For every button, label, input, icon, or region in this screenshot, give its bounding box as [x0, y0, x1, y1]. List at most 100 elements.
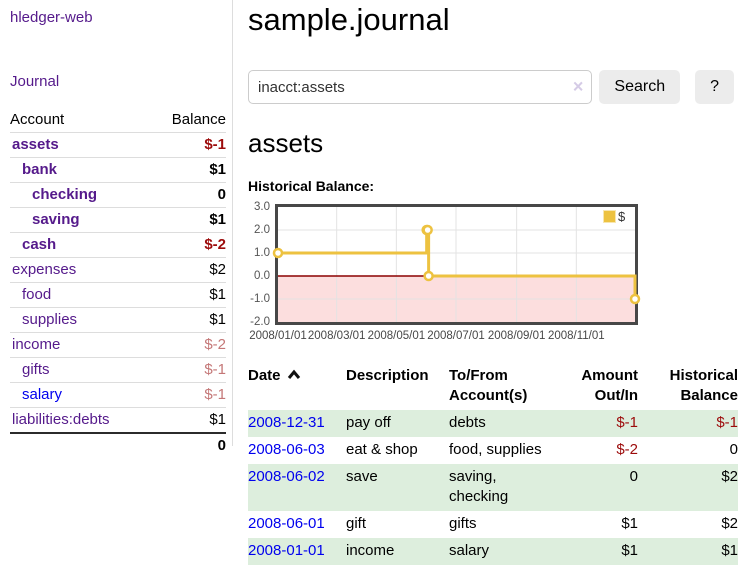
register-row: 2008-06-03 eat & shop food, supplies $-2 0 [248, 437, 738, 464]
account-row: income $-2 [10, 332, 226, 358]
app-title-link[interactable]: hledger-web [10, 9, 93, 26]
register-amount: $-1 [616, 414, 638, 431]
register-date-link[interactable]: 2008-12-31 [248, 414, 325, 431]
account-row: food $1 [10, 282, 226, 308]
register-amount: $1 [621, 515, 638, 532]
register-header-accounts: To/From Account(s) [449, 367, 528, 404]
register-date-link[interactable]: 2008-06-03 [248, 441, 325, 458]
register-balance: $-1 [716, 414, 738, 431]
account-row: saving $1 [10, 207, 226, 233]
sidebar-item-liabilities-debts[interactable]: liabilities:debts [12, 411, 110, 428]
register-date-link[interactable]: 2008-06-02 [248, 468, 325, 485]
search-form: × Search ? [248, 70, 734, 104]
register-header-amount: Amount Out/In [581, 367, 638, 404]
register-header-balance: Historical Balance [669, 367, 738, 404]
sidebar-item-food[interactable]: food [22, 286, 52, 303]
y-axis-tick-label: 0.0 [254, 270, 270, 282]
account-row: supplies $1 [10, 307, 226, 333]
register-date-link[interactable]: 2008-06-01 [248, 515, 325, 532]
legend-label: $ [618, 209, 626, 224]
register-accounts: salary [449, 542, 490, 559]
register-header-description: Description [346, 367, 429, 384]
x-axis-tick-label: 2008/01/01 [249, 330, 307, 342]
data-point-marker [629, 293, 641, 305]
sidebar-item-gifts[interactable]: gifts [22, 361, 50, 378]
register-amount: $1 [621, 542, 638, 559]
account-balance: $-1 [149, 132, 226, 158]
register-description: income [346, 542, 395, 559]
x-axis-tick-label: 2008/07/01 [427, 330, 485, 342]
sidebar-item-income[interactable]: income [12, 336, 61, 353]
page-title: sample.journal [248, 2, 450, 37]
data-point-marker [423, 270, 434, 282]
account-balance: $2 [149, 257, 226, 283]
accounts-header-account: Account [10, 111, 65, 128]
account-row: expenses $2 [10, 257, 226, 283]
chart-plot-area [272, 204, 641, 325]
account-balance: $-1 [149, 382, 226, 408]
register-header-date[interactable]: Date [248, 364, 346, 410]
register-date-link[interactable]: 2008-01-01 [248, 542, 325, 559]
y-axis-tick-label: -2.0 [250, 316, 270, 328]
sort-ascending-icon [287, 369, 300, 379]
sidebar-item-checking[interactable]: checking [32, 186, 98, 203]
register-accounts: gifts [449, 515, 477, 532]
register-amount: $-2 [616, 441, 638, 458]
sidebar-item-saving[interactable]: saving [32, 211, 80, 228]
account-balance: $1 [149, 157, 226, 183]
sidebar-item-journal[interactable]: Journal [10, 73, 60, 90]
register-balance: $1 [721, 542, 738, 559]
account-heading: assets [248, 128, 324, 158]
accounts-header-balance: Balance [171, 111, 226, 128]
account-balance: $-2 [149, 232, 226, 258]
register-row: 2008-12-31 pay off debts $-1 $-1 [248, 410, 738, 437]
data-point-marker [422, 224, 433, 236]
x-axis-tick-label: 2008/03/01 [307, 330, 366, 342]
x-axis-tick-label: 2008/11/01 [547, 330, 605, 342]
account-row: checking 0 [10, 182, 226, 208]
main-content: sample.journal × Search ? assets Histori… [234, 0, 742, 565]
sidebar-item-assets[interactable]: assets [12, 136, 59, 153]
register-row: 2008-01-01 income salary $1 $1 [248, 538, 738, 565]
help-button[interactable]: ? [695, 70, 734, 104]
account-row: cash $-2 [10, 232, 226, 258]
search-button[interactable]: Search [599, 70, 681, 104]
sidebar-item-supplies[interactable]: supplies [22, 311, 78, 328]
sidebar-item-salary[interactable]: salary [22, 386, 63, 403]
clear-search-icon[interactable]: × [572, 76, 584, 97]
account-balance: $1 [149, 407, 226, 433]
register-description: pay off [346, 414, 391, 431]
account-row: assets $-1 [10, 132, 226, 158]
x-axis-tick-label: 2008/05/01 [367, 330, 426, 342]
account-row: salary $-1 [10, 382, 226, 408]
account-balance: 0 [149, 182, 226, 208]
register-table: Date Description To/From Account(s) Amou… [248, 364, 738, 565]
account-balance: $-1 [149, 357, 226, 383]
register-accounts: debts [449, 414, 486, 431]
y-axis-tick-label: 2.0 [254, 224, 270, 236]
sidebar: hledger-web Journal Account Balance asse… [0, 0, 233, 458]
sidebar-item-cash[interactable]: cash [22, 236, 57, 253]
register-balance: $2 [721, 515, 738, 532]
sidebar-item-expenses[interactable]: expenses [12, 261, 77, 278]
legend-swatch-icon [603, 210, 616, 223]
historical-balance-chart: $ 3.0 2.0 1.0 0.0 -1.0 -2.0 2008/01/01 2008/03/… [248, 199, 668, 347]
search-input[interactable] [248, 70, 593, 104]
y-axis-tick-label: 1.0 [254, 247, 270, 259]
register-accounts: saving, checking [449, 468, 509, 505]
register-balance: $2 [721, 468, 738, 485]
account-row: bank $1 [10, 157, 226, 183]
x-axis-tick-label: 2008/09/01 [487, 330, 546, 342]
y-axis-tick-label: -1.0 [250, 293, 270, 305]
sidebar-item-bank[interactable]: bank [22, 161, 58, 178]
account-row: gifts $-1 [10, 357, 226, 383]
accounts-total-balance: 0 [149, 432, 226, 458]
chart-legend: $ [603, 209, 625, 224]
register-accounts: food, supplies [449, 441, 542, 458]
register-row: 2008-06-01 gift gifts $1 $2 [248, 511, 738, 538]
register-description: gift [346, 515, 367, 532]
search-field-wrap: × [248, 70, 593, 104]
accounts-table: Account Balance assets $-1 bank $1 checking 0… [10, 108, 226, 458]
register-description: eat & shop [346, 441, 418, 458]
y-axis-tick-label: 3.0 [254, 201, 270, 213]
